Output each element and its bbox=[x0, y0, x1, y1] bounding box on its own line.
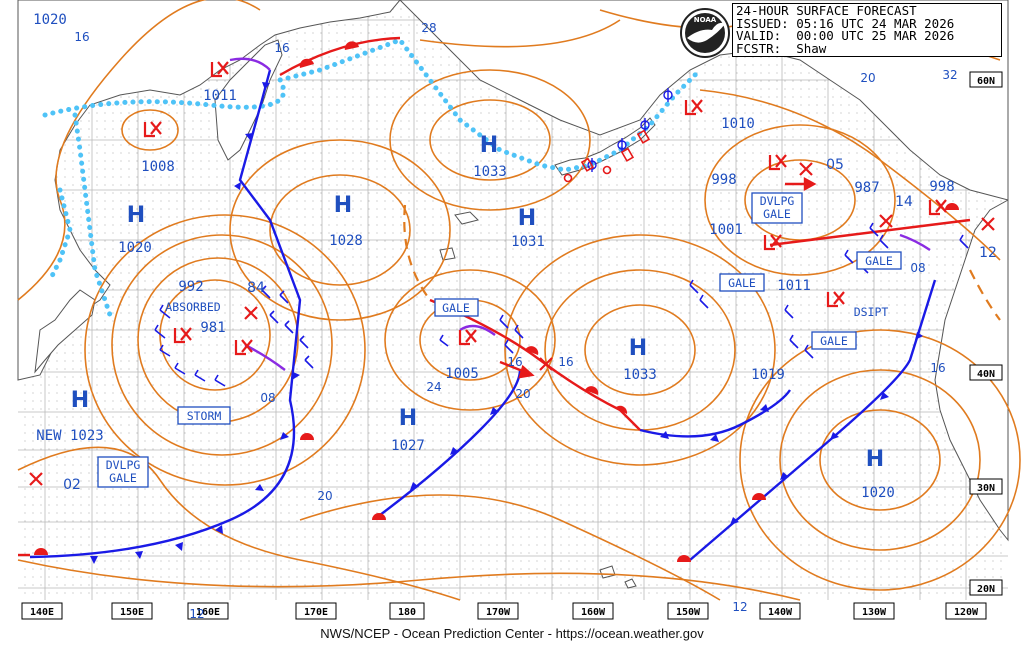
low-pressure-value: 981 bbox=[200, 320, 225, 336]
lon-label-140w: 140W bbox=[768, 607, 793, 618]
high-center-h: H bbox=[71, 388, 89, 413]
low-pressure-value: 1011 bbox=[777, 278, 811, 294]
low-pressure-value: 998 bbox=[711, 172, 736, 188]
high-pressure-value: 1028 bbox=[329, 233, 363, 249]
high-center-h: H bbox=[480, 133, 498, 158]
high-center-h: H bbox=[629, 336, 647, 361]
isobar-label: 12 bbox=[189, 607, 204, 621]
lon-label-120w: 120W bbox=[954, 607, 979, 618]
isobar-label: 16 bbox=[558, 355, 573, 369]
lon-label-180: 180 bbox=[398, 607, 416, 618]
wind-barbs bbox=[154, 222, 969, 387]
isobar-label: 05 bbox=[826, 157, 844, 173]
dsipt-label: DSIPT bbox=[854, 305, 889, 319]
high-pressure-value: 1031 bbox=[511, 234, 545, 250]
low-pressure-value: 987 bbox=[854, 180, 879, 196]
forecast-issued: ISSUED: 05:16 UTC 24 MAR 2026 bbox=[736, 15, 955, 31]
gale-label: GALE bbox=[865, 254, 893, 268]
isobar-label: 16 bbox=[74, 30, 89, 44]
low-centers bbox=[29, 61, 995, 486]
isobar-label: 20 bbox=[860, 71, 875, 85]
isobar-label: 28 bbox=[421, 21, 436, 35]
high-pressure-value: 1027 bbox=[391, 438, 425, 454]
footer-credit: NWS/NCEP - Ocean Prediction Center - htt… bbox=[320, 626, 704, 641]
lat-label-40n: 40N bbox=[977, 369, 995, 380]
lon-label-160w: 160W bbox=[581, 607, 606, 618]
high-pressure-value: 1020 bbox=[118, 240, 152, 256]
isobar-label: 02 bbox=[63, 477, 81, 493]
lon-label-170w: 170W bbox=[486, 607, 511, 618]
high-center-h: H bbox=[866, 447, 884, 472]
movement-arrows bbox=[499, 176, 817, 379]
low-pressure-value: 1008 bbox=[141, 159, 175, 175]
isobar-label: 12 bbox=[979, 245, 997, 261]
isobar-label: 20 bbox=[515, 387, 530, 401]
isobar-label: 12 bbox=[732, 600, 747, 614]
high-new-note: NEW 1023 bbox=[36, 428, 103, 444]
latitude-label-boxes bbox=[969, 71, 1003, 596]
cold-front-pips bbox=[90, 82, 923, 564]
lat-label-30n: 30N bbox=[977, 483, 995, 494]
isobar-label: 24 bbox=[426, 380, 441, 394]
low-pressure-value: 1001 bbox=[709, 222, 743, 238]
red-small-circles bbox=[563, 129, 651, 183]
isobar-label: 32 bbox=[942, 68, 957, 82]
lon-label-170e: 170E bbox=[304, 607, 328, 618]
isobar-label: 14 bbox=[895, 194, 913, 210]
isobar-label: 08 bbox=[910, 261, 925, 275]
lon-label-150w: 150W bbox=[676, 607, 701, 618]
isobar-label: 16 bbox=[507, 355, 522, 369]
isobar-label: 20 bbox=[317, 489, 332, 503]
dvlpg-gale-label: GALE bbox=[109, 471, 137, 485]
lon-label-160e: 160E bbox=[196, 607, 220, 618]
noaa-logo: NOAA bbox=[680, 8, 730, 58]
storm-label: STORM bbox=[187, 409, 222, 423]
absorbed-label: ABSORBED bbox=[165, 300, 220, 314]
isobar-label: 08 bbox=[260, 391, 275, 405]
high-pressure-value: 1033 bbox=[473, 164, 507, 180]
isobar-value: 1019 bbox=[751, 367, 785, 383]
high-center-h: H bbox=[399, 406, 417, 431]
small-storm-symbols bbox=[587, 88, 673, 172]
lon-label-150e: 150E bbox=[120, 607, 144, 618]
noaa-logo-text: NOAA bbox=[694, 16, 717, 24]
forecast-header: 24-HOUR SURFACE FORECAST ISSUED: 05:16 U… bbox=[732, 3, 1002, 57]
high-pressure-value: 1020 bbox=[861, 485, 895, 501]
low-pressure-value: 1005 bbox=[445, 366, 479, 382]
forecast-title: 24-HOUR SURFACE FORECAST bbox=[736, 3, 917, 18]
lon-label-140e: 140E bbox=[30, 607, 54, 618]
dvlpg-gale-label: GALE bbox=[763, 207, 791, 221]
warm-front-bumps bbox=[34, 41, 959, 562]
lon-label-130w: 130W bbox=[862, 607, 887, 618]
gale-label: GALE bbox=[728, 276, 756, 290]
high-pressure-value: 1020 bbox=[33, 12, 67, 28]
isobars bbox=[17, 0, 1021, 601]
dvlpg-label: DVLPG bbox=[106, 458, 141, 472]
low-pressure-value: 992 bbox=[178, 279, 203, 295]
high-pressure-value: 1033 bbox=[623, 367, 657, 383]
lat-label-60n: 60N bbox=[977, 76, 995, 87]
gale-label: GALE bbox=[442, 301, 470, 315]
low-pressure-value: 1011 bbox=[203, 88, 237, 104]
cold-fronts bbox=[29, 69, 937, 561]
isobar-label: 16 bbox=[930, 361, 945, 375]
lat-label-20n: 20N bbox=[977, 584, 995, 595]
high-center-h: H bbox=[518, 206, 536, 231]
high-center-h: H bbox=[334, 193, 352, 218]
forecast-valid: VALID: 00:00 UTC 25 MAR 2026 bbox=[736, 28, 955, 43]
dvlpg-label: DVLPG bbox=[760, 194, 795, 208]
low-pressure-value: 1010 bbox=[721, 116, 755, 132]
warm-fronts bbox=[18, 36, 971, 557]
gale-label: GALE bbox=[820, 334, 848, 348]
low-pressure-value: 998 bbox=[929, 179, 954, 195]
forecast-forecaster: FCSTR: Shaw bbox=[736, 40, 827, 56]
longitude-label-boxes bbox=[21, 602, 987, 620]
isobar-label: 16 bbox=[274, 41, 289, 55]
high-center-h: H bbox=[127, 203, 145, 228]
ice-edge bbox=[42, 37, 703, 318]
isobar-label: 84 bbox=[247, 280, 265, 296]
